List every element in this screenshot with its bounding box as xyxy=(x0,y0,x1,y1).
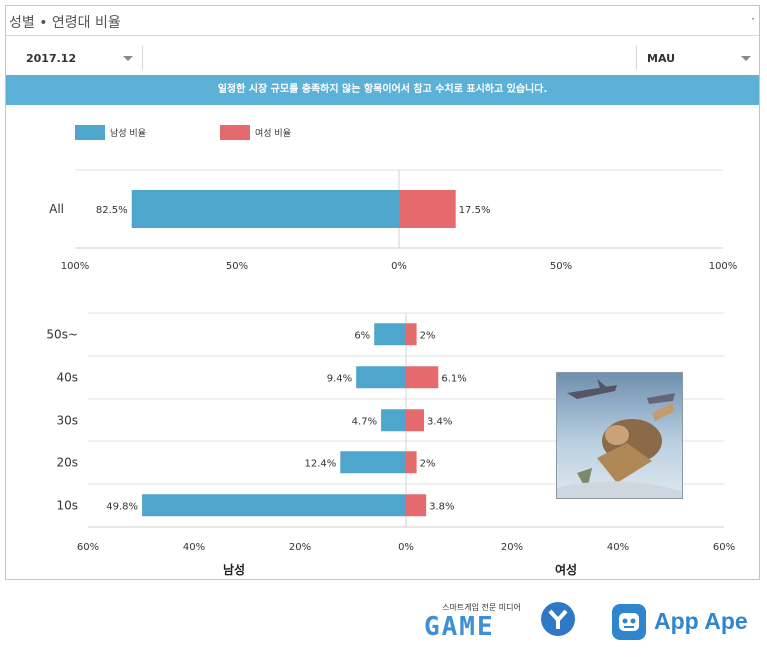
x-axis-label-female: 여성 xyxy=(555,562,577,577)
x-tick-label: 20% xyxy=(501,542,523,553)
category-label: All xyxy=(49,202,64,216)
data-label-female: 17.5% xyxy=(459,205,491,216)
gamey-tagline: 스마트게임 전문 미디어 xyxy=(442,603,521,612)
x-tick-label: 40% xyxy=(183,542,205,553)
bar-female xyxy=(406,366,439,389)
bar-female xyxy=(399,190,456,228)
app-ape-logo: App Ape xyxy=(612,600,762,645)
x-tick-label: 0% xyxy=(398,542,414,553)
data-label-male: 4.7% xyxy=(352,416,377,427)
data-label-female: 6.1% xyxy=(441,373,466,384)
gamey-logo: 스마트게임 전문 미디어 GAME xyxy=(424,598,575,648)
data-label-female: 2% xyxy=(420,458,436,469)
chart-canvas: 남성 비율 여성 비율 100% 50% 0% 50% 100% All 82.5% 17.5%… xyxy=(46,125,738,577)
app-ape-wordmark: App Ape xyxy=(654,608,748,634)
more-icon[interactable]: · xyxy=(751,12,755,26)
game-thumbnail xyxy=(556,372,683,499)
data-label-female: 3.8% xyxy=(429,501,454,512)
chevron-down-icon[interactable] xyxy=(123,56,133,61)
x-tick-label: 60% xyxy=(713,542,735,553)
chart-legend: 남성 비율 여성 비율 xyxy=(75,125,291,140)
period-value: 2017.12 xyxy=(26,52,77,65)
category-label: 20s xyxy=(56,455,78,469)
bar-male xyxy=(356,366,406,389)
app-ape-icon xyxy=(612,604,646,640)
data-label-female: 3.4% xyxy=(427,416,452,427)
category-label: 10s xyxy=(56,498,78,512)
bar-male xyxy=(340,451,406,474)
data-label-male: 9.4% xyxy=(327,373,352,384)
bar-female xyxy=(406,494,427,517)
data-label-female: 2% xyxy=(420,330,436,341)
notice-banner: 일정한 시장 규모를 충족하지 않는 항목이어서 참고 수치로 표시하고 있습니… xyxy=(6,75,759,105)
metric-select[interactable]: MAU xyxy=(637,44,759,72)
filter-divider xyxy=(142,46,143,70)
x-tick-label: 50% xyxy=(226,261,248,272)
bar-female xyxy=(406,323,417,346)
bar-male xyxy=(374,323,406,346)
period-select[interactable]: 2017.12 xyxy=(16,44,141,72)
legend-swatch-female xyxy=(220,125,250,140)
data-label-male: 12.4% xyxy=(304,458,336,469)
bar-male xyxy=(131,190,399,228)
chevron-down-icon[interactable] xyxy=(741,56,751,61)
title-divider xyxy=(6,35,759,36)
x-tick-label: 20% xyxy=(289,542,311,553)
bar-male xyxy=(381,409,406,432)
x-tick-label: 100% xyxy=(709,261,738,272)
category-label: 50s~ xyxy=(46,327,78,341)
metric-value: MAU xyxy=(647,52,676,65)
category-label: 40s xyxy=(56,370,78,384)
legend-label-female: 여성 비율 xyxy=(255,127,291,139)
data-label-male: 49.8% xyxy=(106,501,138,512)
filter-divider xyxy=(636,46,637,70)
x-tick-label: 100% xyxy=(61,261,90,272)
legend-label-male: 남성 비율 xyxy=(110,128,146,139)
category-label: 30s xyxy=(56,413,78,427)
overall-gender-chart: 100% 50% 0% 50% 100% All 82.5% 17.5% xyxy=(49,169,738,272)
gamey-y-icon xyxy=(541,602,575,636)
data-label-male: 82.5% xyxy=(96,205,128,216)
x-tick-label: 40% xyxy=(607,542,629,553)
bar-female xyxy=(406,409,425,432)
x-tick-label: 0% xyxy=(391,261,407,272)
panel-title: 성별 • 연령대 비율 xyxy=(9,15,121,31)
legend-swatch-male xyxy=(75,125,105,140)
age-gender-chart: 60% 40% 20% 0% 20% 40% 60% 50s~ 6% 2% 40s 9.4% 6.1% 3… xyxy=(46,312,735,577)
x-tick-label: 50% xyxy=(550,261,572,272)
data-label-male: 6% xyxy=(354,330,370,341)
x-tick-label: 60% xyxy=(77,542,99,553)
x-axis-label-male: 남성 xyxy=(223,562,245,577)
gamey-wordmark: GAME xyxy=(424,612,495,642)
bar-female xyxy=(406,451,417,474)
bar-male xyxy=(142,494,406,517)
